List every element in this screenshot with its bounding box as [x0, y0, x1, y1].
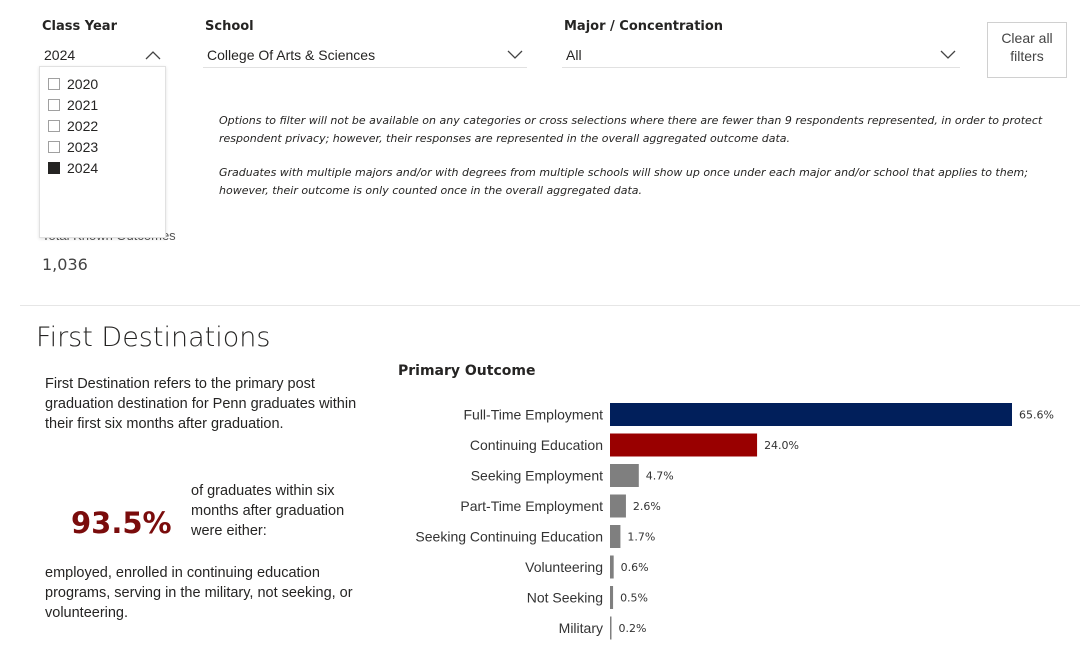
multiple-majors-note: Graduates with multiple majors and/or wi…	[219, 166, 1028, 197]
class-year-option[interactable]: 2021	[40, 94, 165, 115]
major-label: Major / Concentration	[564, 19, 724, 34]
category-label: Military	[559, 620, 603, 636]
category-label: Seeking Continuing Education	[415, 529, 603, 545]
class-year-option-label: 2021	[67, 96, 99, 113]
class-year-option-label: 2024	[67, 159, 99, 176]
data-label: 1.7%	[627, 531, 655, 544]
first-destination-description: First Destination refers to the primary …	[45, 376, 357, 432]
bar[interactable]	[610, 616, 612, 640]
section-divider	[20, 305, 1080, 306]
data-label: 2.6%	[633, 500, 661, 513]
category-label: Continuing Education	[470, 437, 603, 453]
data-label: 0.2%	[619, 622, 647, 635]
class-year-option-label: 2022	[67, 117, 99, 134]
checked-checkbox-icon[interactable]	[48, 161, 60, 174]
chevron-down-icon	[940, 47, 956, 63]
school-label: School	[205, 19, 254, 34]
bar[interactable]	[610, 433, 758, 457]
major-value: All	[566, 46, 582, 63]
data-label: 24.0%	[764, 439, 799, 452]
checkbox-icon[interactable]	[48, 98, 60, 111]
class-year-options-list: 2020 2021 2022 2023 2024	[39, 66, 166, 238]
section-title: First Destinations	[36, 322, 271, 353]
data-label: 4.7%	[646, 470, 674, 483]
class-year-option[interactable]: 2023	[40, 136, 165, 157]
class-year-option-label: 2020	[67, 75, 99, 92]
major-dropdown[interactable]: All	[562, 42, 960, 68]
category-label: Seeking Employment	[471, 468, 603, 484]
data-label: 0.6%	[621, 561, 649, 574]
school-dropdown[interactable]: College Of Arts & Sciences	[203, 42, 527, 68]
employment-rate-detail: employed, enrolled in continuing educati…	[45, 565, 353, 621]
bar[interactable]	[610, 403, 1012, 426]
class-year-label: Class Year	[42, 19, 117, 34]
checkbox-icon[interactable]	[48, 119, 60, 132]
checkbox-icon[interactable]	[48, 140, 60, 153]
privacy-note: Options to filter will not be available …	[219, 114, 1043, 145]
chevron-down-icon	[507, 47, 523, 63]
checkbox-icon[interactable]	[48, 77, 60, 90]
school-value: College Of Arts & Sciences	[207, 46, 376, 63]
bar[interactable]	[610, 494, 626, 518]
chart-title: Primary Outcome	[398, 363, 536, 379]
category-label: Part-Time Employment	[460, 498, 603, 514]
employment-rate-text: of graduates within six months after gra…	[191, 483, 345, 539]
category-label: Not Seeking	[527, 590, 603, 606]
category-label: Volunteering	[525, 559, 603, 575]
employment-rate-value: 93.5%	[71, 506, 172, 540]
bar[interactable]	[610, 464, 639, 487]
bar[interactable]	[610, 555, 614, 579]
chevron-up-icon	[145, 47, 161, 63]
category-label: Full-Time Employment	[463, 407, 603, 423]
class-year-option[interactable]: 2024	[40, 157, 165, 178]
class-year-value: 2024	[44, 46, 76, 63]
data-label: 0.5%	[620, 592, 648, 605]
class-year-option-label: 2023	[67, 138, 99, 155]
clear-all-filters-button[interactable]: Clear all filters	[987, 22, 1067, 78]
bar[interactable]	[610, 586, 614, 609]
bar[interactable]	[610, 525, 621, 548]
class-year-option[interactable]: 2020	[40, 73, 165, 94]
data-label: 65.6%	[1019, 409, 1054, 422]
total-known-outcomes-value: 1,036	[42, 255, 88, 274]
clear-label-line2: filters	[1010, 48, 1044, 64]
class-year-option[interactable]: 2022	[40, 115, 165, 136]
clear-label-line1: Clear all	[1001, 30, 1053, 46]
